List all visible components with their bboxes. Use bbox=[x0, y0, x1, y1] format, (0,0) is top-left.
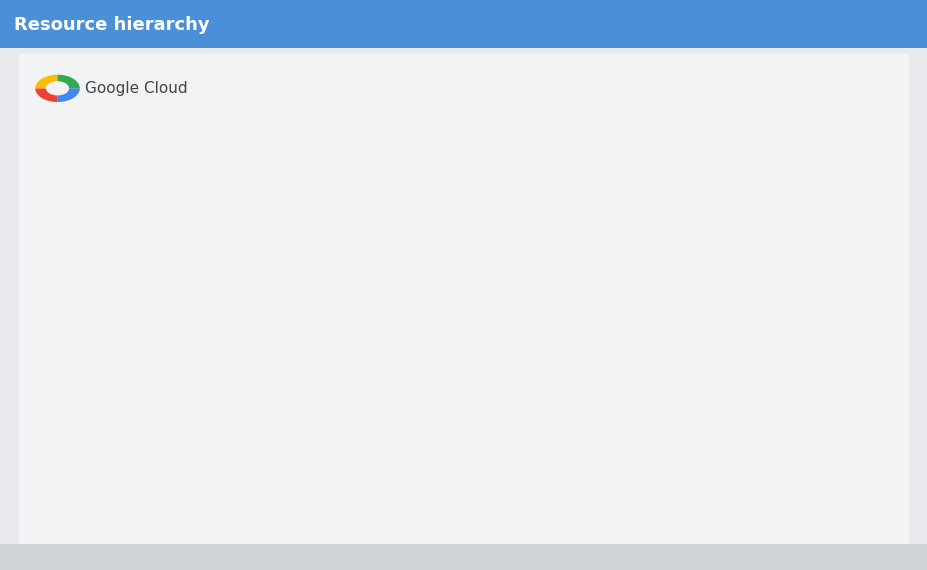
Text: Organization: Organization bbox=[123, 278, 209, 291]
Polygon shape bbox=[684, 427, 721, 434]
Bar bbox=[93, 279, 97, 282]
FancyBboxPatch shape bbox=[690, 272, 716, 278]
FancyBboxPatch shape bbox=[463, 359, 616, 487]
Polygon shape bbox=[684, 113, 721, 135]
FancyBboxPatch shape bbox=[260, 128, 408, 254]
Text: Project 6: Project 6 bbox=[533, 396, 591, 409]
FancyBboxPatch shape bbox=[667, 376, 815, 481]
FancyBboxPatch shape bbox=[478, 239, 520, 265]
FancyBboxPatch shape bbox=[667, 225, 815, 330]
Ellipse shape bbox=[499, 250, 508, 254]
FancyBboxPatch shape bbox=[463, 207, 616, 336]
FancyBboxPatch shape bbox=[663, 222, 811, 328]
Bar bbox=[700, 124, 705, 128]
Bar bbox=[75, 279, 80, 282]
Polygon shape bbox=[684, 422, 721, 430]
Text: Project 5: Project 5 bbox=[533, 245, 591, 258]
FancyBboxPatch shape bbox=[50, 236, 222, 378]
Text: Project 4: Project 4 bbox=[533, 96, 591, 109]
Ellipse shape bbox=[489, 250, 499, 254]
FancyBboxPatch shape bbox=[478, 390, 520, 416]
Circle shape bbox=[697, 120, 708, 126]
Bar bbox=[93, 290, 97, 293]
FancyBboxPatch shape bbox=[478, 91, 520, 117]
FancyBboxPatch shape bbox=[463, 59, 616, 188]
Ellipse shape bbox=[492, 399, 505, 405]
Ellipse shape bbox=[489, 401, 499, 405]
Bar bbox=[83, 290, 89, 293]
FancyBboxPatch shape bbox=[663, 373, 811, 479]
FancyBboxPatch shape bbox=[286, 336, 298, 339]
Text: Cloud
SQL: Cloud SQL bbox=[737, 412, 773, 440]
Bar bbox=[489, 103, 508, 105]
Text: Cloud
KMS: Cloud KMS bbox=[737, 110, 773, 138]
Text: Google Cloud: Google Cloud bbox=[85, 81, 188, 96]
Polygon shape bbox=[684, 418, 721, 425]
Text: organizations/1: organizations/1 bbox=[89, 336, 175, 345]
FancyBboxPatch shape bbox=[663, 71, 811, 177]
Ellipse shape bbox=[489, 101, 499, 106]
Bar bbox=[489, 402, 508, 405]
FancyBboxPatch shape bbox=[459, 57, 612, 185]
Text: projects/6: projects/6 bbox=[508, 447, 563, 457]
Ellipse shape bbox=[492, 100, 505, 105]
Text: Folder: Folder bbox=[337, 166, 377, 180]
FancyBboxPatch shape bbox=[260, 296, 408, 422]
Ellipse shape bbox=[499, 401, 508, 405]
FancyBboxPatch shape bbox=[286, 168, 298, 170]
FancyBboxPatch shape bbox=[46, 234, 218, 376]
FancyBboxPatch shape bbox=[690, 277, 716, 283]
Text: Cloud
Storage: Cloud Storage bbox=[737, 261, 786, 289]
FancyBboxPatch shape bbox=[263, 131, 412, 256]
FancyBboxPatch shape bbox=[459, 205, 612, 333]
Ellipse shape bbox=[499, 101, 508, 106]
Bar bbox=[75, 284, 80, 287]
Ellipse shape bbox=[492, 248, 505, 254]
Bar bbox=[83, 284, 89, 287]
Bar bbox=[83, 279, 89, 282]
FancyBboxPatch shape bbox=[667, 74, 815, 179]
Bar bbox=[75, 290, 80, 293]
Text: folders/3: folders/3 bbox=[310, 385, 358, 395]
FancyBboxPatch shape bbox=[690, 267, 716, 273]
FancyBboxPatch shape bbox=[263, 299, 412, 424]
Text: Folder: Folder bbox=[337, 335, 377, 348]
Bar bbox=[489, 251, 508, 254]
Text: projects/5: projects/5 bbox=[508, 296, 563, 306]
Text: projects/4: projects/4 bbox=[508, 148, 563, 158]
FancyBboxPatch shape bbox=[459, 356, 612, 484]
Text: Resource hierarchy: Resource hierarchy bbox=[14, 15, 210, 34]
Text: folders/2: folders/2 bbox=[310, 217, 358, 227]
Bar bbox=[93, 284, 97, 287]
